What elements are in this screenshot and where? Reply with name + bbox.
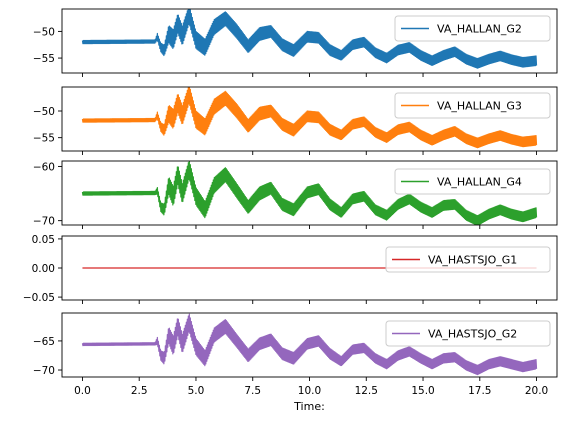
y-tick-label: −60 [33,161,55,173]
y-tick-label: −65 [33,336,55,348]
x-tick-label: 12.5 [355,385,378,397]
legend-label: VA_HALLAN_G2 [437,23,522,36]
x-tick-label: 2.5 [131,385,148,397]
legend: VA_HALLAN_G3 [394,92,551,119]
x-tick-label: 15.0 [411,385,434,397]
x-axis-label: Time: [293,400,325,413]
subplot-2: −50 −55 VA_HALLAN_G3 [33,86,558,155]
legend-box [385,246,551,273]
series-line-va-hallan-g4 [81,161,538,225]
legend: VA_HALLAN_G4 [394,168,551,195]
legend-box [394,15,551,42]
subplot-3: −60 −70 VA_HALLAN_G4 [33,160,558,229]
legend-label: VA_HASTSJO_G2 [428,328,517,341]
legend-label: VA_HASTSJO_G1 [428,254,517,267]
y-tick-label: 0.00 [32,263,55,275]
legend-box [394,168,551,195]
y-tick-label: −55 [33,53,55,65]
x-tick-label: 10.0 [298,385,321,397]
y-tick-label: −70 [33,216,55,228]
y-tick-label: −50 [33,26,55,38]
subplot-5: −65 −70 VA_HASTSJO_G2 [33,312,558,381]
legend-label: VA_HALLAN_G4 [437,176,522,189]
x-tick-label: 20.0 [525,385,548,397]
x-tick-label: 7.5 [244,385,261,397]
series-line-va-hastsjo-g2 [81,313,538,376]
y-tick-label: −70 [33,365,55,377]
legend: VA_HALLAN_G2 [394,15,551,42]
series-line-va-hallan-g2 [81,9,538,69]
legend: VA_HASTSJO_G1 [385,246,551,273]
x-tick-label: 0.0 [74,385,91,397]
subplot-4: 0.05 0.00 −0.05 VA_HASTSJO_G1 [23,234,558,304]
y-tick-label: −0.05 [23,292,55,304]
x-axis: 0.0 2.5 5.0 7.5 10.0 12.5 15.0 17.5 20.0 [74,385,548,397]
legend-box [394,92,551,119]
legend-box [385,320,551,347]
y-tick-label: −50 [33,106,55,118]
legend: VA_HASTSJO_G2 [385,320,551,347]
legend-label: VA_HALLAN_G3 [437,100,522,113]
y-tick-label: −55 [33,133,55,145]
y-tick-label: 0.05 [32,234,55,246]
x-tick-label: 17.5 [468,385,491,397]
subplots: −50−55VA_HALLAN_G2−50−55VA_HALLAN_G3−60−… [23,8,558,381]
series-line-va-hallan-g3 [81,87,538,149]
subplot-1: −50 −55 VA_HALLAN_G2 [33,8,558,77]
x-tick-label: 5.0 [188,385,205,397]
